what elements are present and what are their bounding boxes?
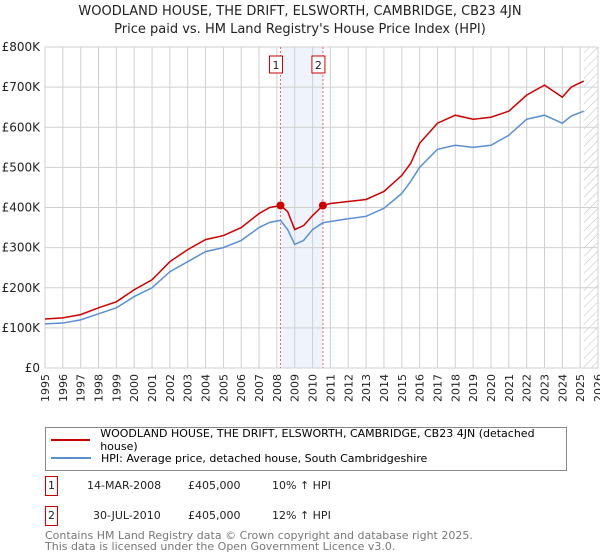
x-tick-label: 2008: [271, 374, 284, 402]
x-tick-label: 2010: [307, 374, 320, 402]
sale-marker-label: 2: [315, 59, 322, 72]
x-tick-label: 2005: [217, 374, 230, 402]
legend-label: HPI: Average price, detached house, Sout…: [101, 451, 428, 465]
x-tick-label: 2000: [128, 374, 141, 402]
sale-point: [276, 201, 285, 210]
y-tick-label: £800K: [2, 40, 42, 54]
sale-hpi: 10% ↑ HPI: [272, 479, 331, 492]
x-tick-label: 2018: [449, 374, 462, 402]
series-line: [44, 110, 584, 325]
y-tick-label: £300K: [2, 241, 42, 255]
x-tick-label: 2020: [485, 374, 498, 402]
x-tick-label: 2013: [360, 374, 373, 402]
price-chart: 1995 1996 1997 1998 1999 2000 2001 2002 2003 2004…: [2, 40, 600, 402]
sale-date: 30-JUL-2010: [93, 509, 161, 522]
x-tick-label: 2001: [146, 374, 159, 402]
legend-item-property: WOODLAND HOUSE, THE DRIFT, ELSWORTH, CAM…: [51, 427, 566, 453]
x-tick-label: 1999: [110, 374, 123, 402]
x-tick-label: 1995: [39, 374, 52, 402]
y-tick-label: £200K: [2, 281, 42, 295]
sale-price: £405,000: [188, 479, 241, 492]
sale-badge: 1: [45, 476, 58, 496]
x-tick-label: 2002: [164, 374, 177, 402]
x-tick-label: 2009: [289, 374, 302, 402]
sale-row: 2 30-JUL-2010 £405,000 12% ↑ HPI: [45, 506, 445, 526]
chart-subtitle: Price paid vs. HM Land Registry's House …: [114, 22, 486, 37]
x-tick-label: 1998: [93, 374, 106, 402]
x-tick-label: 2021: [503, 374, 516, 402]
x-tick-label: 2019: [467, 374, 480, 402]
x-tick-label: 1997: [75, 374, 88, 402]
y-tick-label: £700K: [2, 80, 42, 94]
x-tick-label: 2024: [556, 374, 569, 402]
x-tick-label: 2004: [200, 374, 213, 402]
sale-price: £405,000: [188, 509, 241, 522]
sale-marker-label: 1: [272, 59, 279, 72]
x-tick-label: 2026: [592, 374, 600, 402]
footer: Contains HM Land Registry data © Crown c…: [45, 530, 473, 552]
sale-badge: 2: [45, 506, 58, 526]
sale-hpi: 12% ↑ HPI: [272, 509, 331, 522]
x-tick-label: 2006: [235, 374, 248, 402]
y-tick-label: £400K: [2, 201, 42, 215]
x-tick-label: 2025: [574, 374, 587, 402]
x-tick-label: 2016: [414, 374, 427, 402]
x-tick-label: 2023: [538, 374, 551, 402]
x-tick-label: 2007: [253, 374, 266, 402]
x-tick-label: 2014: [378, 374, 391, 402]
x-tick-label: 2022: [521, 374, 534, 402]
legend-item-hpi: HPI: Average price, detached house, Sout…: [51, 450, 427, 466]
x-tick-label: 2017: [431, 374, 444, 402]
sale-date: 14-MAR-2008: [87, 479, 162, 492]
series-line: [44, 80, 585, 320]
footer-copyright: Contains HM Land Registry data © Crown c…: [45, 529, 473, 542]
y-tick-label: £600K: [2, 120, 42, 134]
legend: WOODLAND HOUSE, THE DRIFT, ELSWORTH, CAM…: [45, 427, 567, 471]
x-tick-label: 1996: [57, 374, 70, 402]
sale-row: 1 14-MAR-2008 £405,000 10% ↑ HPI: [45, 476, 445, 496]
legend-label: WOODLAND HOUSE, THE DRIFT, ELSWORTH, CAM…: [100, 427, 535, 453]
footer-license: This data is licensed under the Open Gov…: [45, 540, 396, 553]
sale-marker-box: [311, 55, 326, 74]
y-tick-label: £100K: [2, 321, 42, 335]
x-tick-label: 2003: [182, 374, 195, 402]
x-tick-label: 2011: [324, 374, 337, 402]
sale-marker-box: [268, 55, 283, 74]
chart-title: WOODLAND HOUSE, THE DRIFT, ELSWORTH, CAM…: [78, 4, 522, 19]
y-tick-label: £500K: [2, 160, 42, 174]
x-tick-label: 2012: [342, 374, 355, 402]
y-tick-label: £0: [25, 361, 40, 375]
sale-point: [318, 201, 327, 210]
x-tick-label: 2015: [396, 374, 409, 402]
